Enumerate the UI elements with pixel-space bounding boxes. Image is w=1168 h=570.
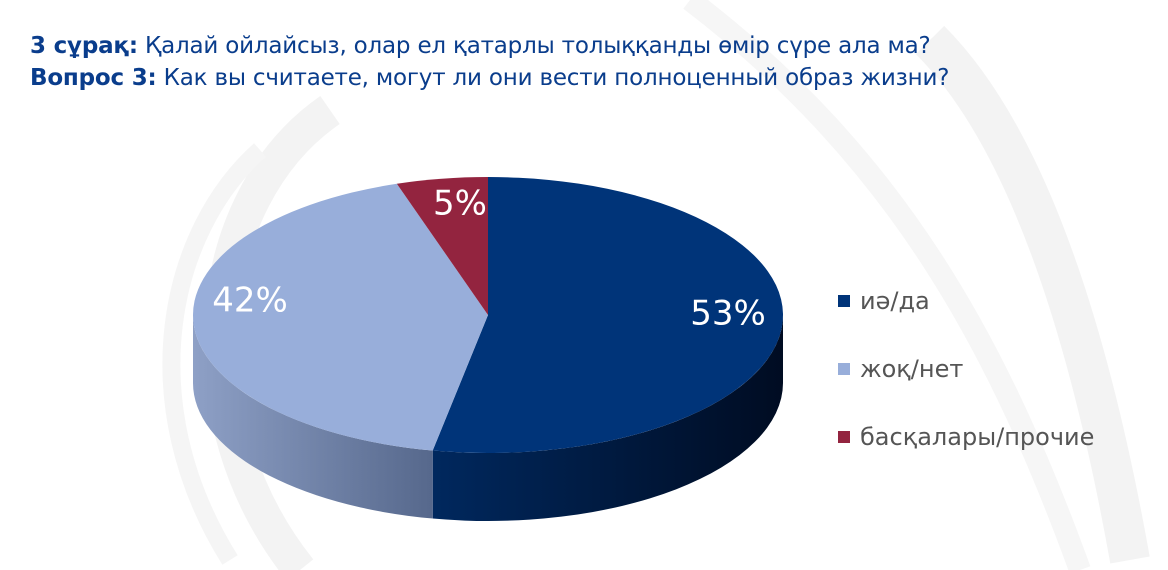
legend-item: жоқ/нет	[838, 355, 963, 383]
pie-side-1	[193, 315, 433, 519]
pie-side-0	[432, 315, 783, 521]
legend-item: иә/да	[838, 287, 930, 315]
legend-item: басқалары/прочие	[838, 423, 1094, 451]
pie-slice-0[interactable]	[432, 177, 784, 453]
data-label-2: 5%	[433, 184, 487, 224]
legend-swatch	[838, 363, 850, 375]
question-number-kazakh: 3 сұрақ:	[30, 33, 138, 59]
question-text-russian: Как вы считаете, могут ли они вести полн…	[163, 65, 950, 91]
question-number-russian: Вопрос 3:	[30, 65, 157, 91]
data-label-1: 42%	[212, 281, 288, 321]
legend-label: жоқ/нет	[860, 355, 964, 383]
question-title-russian: Вопрос 3: Как вы считаете, могут ли они …	[30, 65, 949, 91]
question-title-kazakh: 3 сұрақ: Қалай ойлайсыз, олар ел қатарлы…	[30, 33, 931, 59]
legend-swatch	[838, 431, 850, 443]
question-text-kazakh: Қалай ойлайсыз, олар ел қатарлы толыққан…	[144, 33, 931, 59]
pie-slice-1[interactable]	[192, 183, 488, 451]
pie-slice-2[interactable]	[396, 177, 488, 315]
legend-label: басқалары/прочие	[860, 423, 1095, 451]
data-label-0: 53%	[690, 294, 766, 334]
legend-swatch	[838, 295, 850, 307]
legend-label: иә/да	[860, 287, 930, 315]
